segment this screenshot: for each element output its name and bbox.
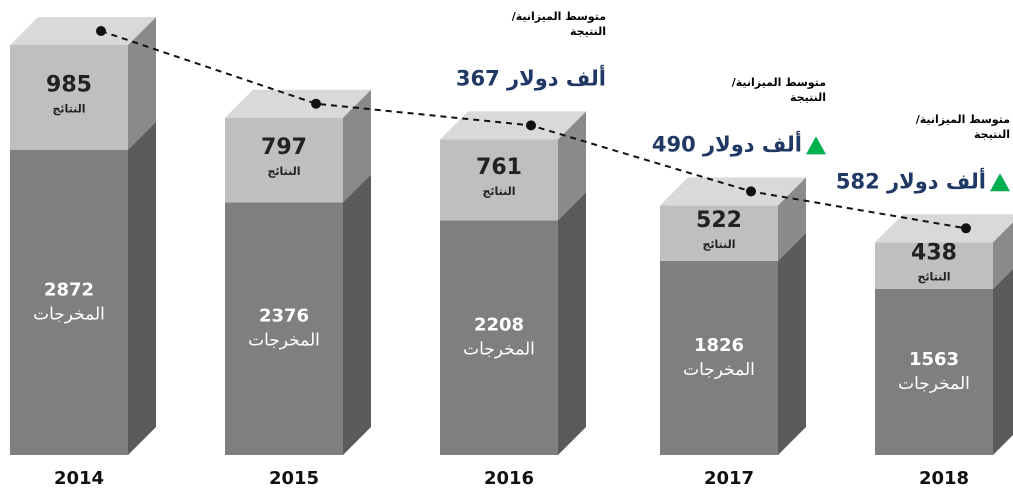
bar-front bbox=[660, 205, 778, 261]
note-title: متوسط الميزانية/ النتيجة bbox=[731, 76, 826, 105]
x-tick-label: 2014 bbox=[54, 468, 104, 489]
series-label: المخرجات bbox=[463, 340, 535, 360]
note-value: 582 ألف دولار bbox=[836, 166, 986, 193]
x-tick-label: 2018 bbox=[919, 468, 969, 489]
series-label: النتائج bbox=[52, 102, 85, 115]
bar-side bbox=[128, 121, 156, 456]
trend-dot bbox=[961, 223, 971, 234]
bar-side bbox=[558, 111, 586, 221]
bar-side bbox=[993, 222, 1013, 289]
bar-top bbox=[875, 214, 1013, 243]
bar-side bbox=[778, 232, 806, 455]
up-marker bbox=[990, 173, 1010, 192]
value-label: 797 bbox=[261, 135, 307, 160]
trend-dot bbox=[526, 120, 536, 131]
bar-top bbox=[225, 89, 371, 118]
value-label: 1826 bbox=[694, 335, 744, 356]
value-label: 1563 bbox=[909, 349, 959, 370]
up-marker bbox=[806, 136, 826, 155]
value-label: 2872 bbox=[44, 279, 94, 300]
series-label: المخرجات bbox=[33, 304, 105, 324]
series-label: النتائج bbox=[482, 185, 515, 198]
note-value: 367 ألف دولار bbox=[456, 63, 606, 90]
bar-front bbox=[225, 117, 343, 203]
note-value: 490 ألف دولار bbox=[652, 129, 802, 156]
bar-top bbox=[660, 177, 806, 206]
series-label: النتائج bbox=[917, 271, 950, 284]
x-tick-label: 2015 bbox=[269, 468, 319, 489]
bar-front bbox=[875, 288, 993, 455]
bar-front bbox=[440, 139, 558, 221]
bar-side bbox=[343, 174, 371, 455]
bar-front bbox=[875, 242, 993, 289]
series-label: المخرجات bbox=[898, 374, 970, 394]
x-tick-label: 2017 bbox=[704, 468, 754, 489]
bar-front bbox=[440, 220, 558, 455]
trend-dot bbox=[311, 98, 321, 109]
series-label: النتائج bbox=[267, 165, 300, 178]
trend-dot bbox=[96, 26, 106, 36]
bar-side bbox=[128, 17, 156, 150]
bar-front bbox=[10, 45, 128, 150]
bar-top bbox=[10, 17, 156, 45]
note-box: متوسط الميزانية/ النتيجة bbox=[731, 76, 826, 105]
value-label: 761 bbox=[476, 155, 522, 180]
bar-front bbox=[660, 260, 778, 455]
value-label: 2208 bbox=[474, 315, 524, 336]
bar-side bbox=[558, 192, 586, 456]
value-label: 522 bbox=[696, 208, 742, 233]
series-label: المخرجات bbox=[248, 331, 320, 351]
bar-front bbox=[10, 149, 128, 455]
note-title: متوسط الميزانية/ النتيجة bbox=[915, 113, 1010, 142]
value-label: 438 bbox=[911, 241, 957, 266]
value-label: 2376 bbox=[259, 306, 309, 327]
trend-dot bbox=[746, 186, 756, 197]
bar-side bbox=[993, 268, 1013, 455]
bar-side bbox=[343, 89, 371, 203]
note-box: متوسط الميزانية/ النتيجة bbox=[511, 10, 606, 39]
note-box: متوسط الميزانية/ النتيجة bbox=[915, 113, 1010, 142]
bar-top bbox=[440, 111, 586, 140]
series-label: النتائج bbox=[702, 238, 735, 251]
series-label: المخرجات bbox=[683, 360, 755, 380]
x-tick-label: 2016 bbox=[484, 468, 534, 489]
bar-side bbox=[778, 177, 806, 261]
value-label: 985 bbox=[46, 72, 92, 97]
bar-front bbox=[225, 202, 343, 455]
note-title: متوسط الميزانية/ النتيجة bbox=[511, 10, 606, 39]
